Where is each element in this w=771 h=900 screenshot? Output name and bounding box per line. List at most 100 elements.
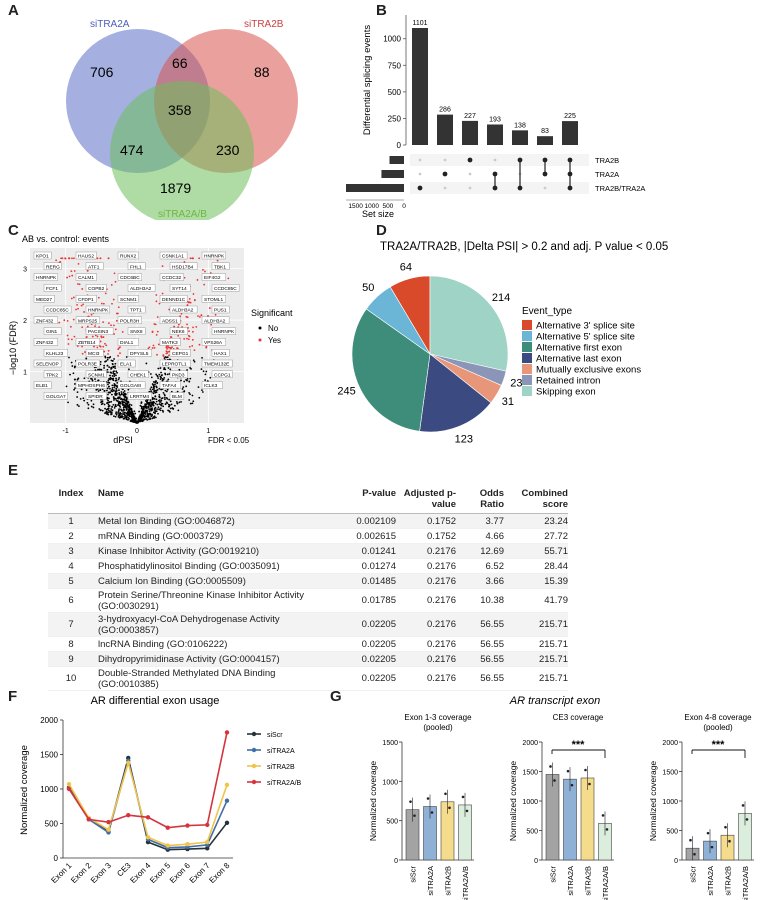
table-cell-or: 12.69 <box>480 545 504 557</box>
table-row: 2 mRNA Binding (GO:0003729) 0.002615 0.1752… <box>48 529 568 544</box>
line-point <box>165 843 170 848</box>
volcano-gene-label: NEK6 <box>172 329 185 335</box>
line-point <box>185 823 190 828</box>
table-cell-p: 0.002615 <box>356 530 396 542</box>
table-cell-adj: 0.2176 <box>426 545 456 557</box>
line-point <box>126 760 131 765</box>
bar-xtick: siTRA2B <box>584 866 593 896</box>
bar-xtick: siScr <box>409 866 418 883</box>
volcano-gene-label: HSD17B4 <box>172 264 194 270</box>
line-ytick: 0 <box>54 854 59 863</box>
volcano-gene-label: RUNX2 <box>120 254 137 260</box>
table-cell-adj: 0.1752 <box>426 515 456 527</box>
upset-bars: 1101 286 227 193 138 83 225 <box>412 20 578 145</box>
volcano-gene-label: MCI3 <box>88 351 100 357</box>
bar-ytick: 1000 <box>662 799 678 806</box>
volcano-gene-label: ALDH3A2 <box>130 286 152 292</box>
header-name: Name <box>98 488 124 499</box>
volcano-gene-label: CCDC32 <box>162 275 182 281</box>
upset-matrix-dot <box>468 186 472 190</box>
table-row: 6 Protein Serine/Threonine Kinase Inhibit… <box>48 589 568 613</box>
upset-ytick: 0 <box>397 141 402 150</box>
line-xtick: Exon 4 <box>128 861 152 885</box>
volcano-gene-label: DENND1C <box>162 297 186 303</box>
line-point <box>86 817 91 822</box>
volcano-gene-label: KPO1 <box>36 254 49 260</box>
volcano-plot: AB vs. control: events -1 0 1 1 2 3 KPO1 HAUS2… <box>8 234 293 445</box>
table-cell-name: mRNA Binding (GO:0003729) <box>98 530 224 542</box>
table-cell-adj: 0.2176 <box>426 673 456 684</box>
volcano-gene-label: RERG <box>46 264 60 270</box>
line-chart-ylabel: Normalized coverage <box>19 745 30 835</box>
table-cell-index: 4 <box>68 560 74 572</box>
table-cell-index: 3 <box>68 545 74 557</box>
table-cell-or: 56.55 <box>480 619 504 630</box>
line-point <box>205 839 210 845</box>
header-index: Index <box>58 488 84 499</box>
table-cell-name: lncRNA Binding (GO:0106222) <box>98 638 228 650</box>
table-cell-adj: 0.1752 <box>426 530 456 542</box>
volcano-gene-label: SNX8 <box>130 329 143 335</box>
table-cell-or: 56.55 <box>480 673 504 684</box>
volcano-gene-label: HNRNPK <box>214 329 235 335</box>
pie-slice-value: 50 <box>362 282 374 294</box>
bar <box>545 774 560 861</box>
bar-xtick: siTRA2A/B <box>461 866 470 900</box>
volcano-gene-label: CFDP1 <box>78 297 94 303</box>
header-odds-ratio: Odds Ratio <box>479 488 504 510</box>
venn-region-ab: 66 <box>172 55 188 71</box>
bar-ytick: 500 <box>526 829 538 836</box>
venn-label-sitra2ab: siTRA2A/B <box>158 209 207 220</box>
upset-set-size-label: Set size <box>362 209 394 219</box>
bar-ytick: 1500 <box>662 770 678 777</box>
bar-xtick: siTRA2B <box>444 866 453 896</box>
upset-bar <box>487 124 503 145</box>
pie-legend-swatch <box>522 375 532 385</box>
pie-legend-swatch <box>522 364 532 374</box>
bar-xtick: siTRA2A <box>706 866 715 896</box>
volcano-title: AB vs. control: events <box>22 234 110 244</box>
pie-slice-value: 214 <box>492 292 510 304</box>
upset-bar-label: 286 <box>439 107 451 114</box>
volcano-gene-label: POLR3E <box>78 362 97 368</box>
upset-bar <box>437 114 453 145</box>
volcano-gene-label: MRPS25 <box>78 318 98 324</box>
volcano-gene-label: HNRNPK <box>36 275 57 281</box>
upset-matrix-dot <box>418 172 422 176</box>
upset-matrix-dot <box>417 185 423 191</box>
enrichment-table: Index Name P-value Adjusted p-value Odds… <box>48 488 568 691</box>
volcano-points <box>55 257 230 424</box>
volcano-gene-label: ZNF432 <box>36 340 54 346</box>
table-row: 9 Dihydropyrimidinase Activity (GO:000415… <box>48 652 568 667</box>
line-legend-label: siTRA2A <box>267 748 295 755</box>
table-row: 1 Metal Ion Binding (GO:0046872) 0.002109 0… <box>48 514 568 529</box>
table-cell-index: 6 <box>68 595 74 606</box>
table-cell-adj: 0.2176 <box>426 560 456 572</box>
volcano-gene-label: CDC6BC <box>120 275 140 281</box>
volcano-xlabel: dPSI <box>113 435 133 445</box>
exon-usage-line-chart: AR differential exon usage Normalized co… <box>19 695 302 885</box>
upset-ytick: 250 <box>388 114 402 123</box>
volcano-gene-label: PACSIN3 <box>88 329 109 335</box>
pie-slice <box>365 286 431 355</box>
bar-chart-title: AR transcript exon <box>509 695 600 707</box>
upset-matrix-dot <box>443 158 447 162</box>
line-point <box>165 825 170 830</box>
table-cell-cs: 28.44 <box>544 560 568 572</box>
upset-set-size-bar <box>389 156 404 164</box>
table-cell-p: 0.01785 <box>361 595 396 606</box>
upset-matrix-dot <box>468 172 472 176</box>
bar <box>580 777 595 861</box>
table-cell-index: 7 <box>68 619 74 630</box>
pie-legend-swatch <box>522 320 532 330</box>
volcano-gene-label: DIAL1 <box>120 340 134 346</box>
table-cell-or: 6.52 <box>485 560 505 572</box>
table-cell-name: Double-Stranded Methylated DNA Binding (… <box>98 667 276 690</box>
volcano-gene-label: DPYSL5 <box>130 351 149 357</box>
upset-bar <box>412 28 428 145</box>
bar-xtick: siTRA2B <box>724 866 733 896</box>
significance-marker: *** <box>712 739 726 751</box>
table-cell-p: 0.02205 <box>361 619 396 630</box>
upset-set-tick: 1500 <box>348 203 363 210</box>
